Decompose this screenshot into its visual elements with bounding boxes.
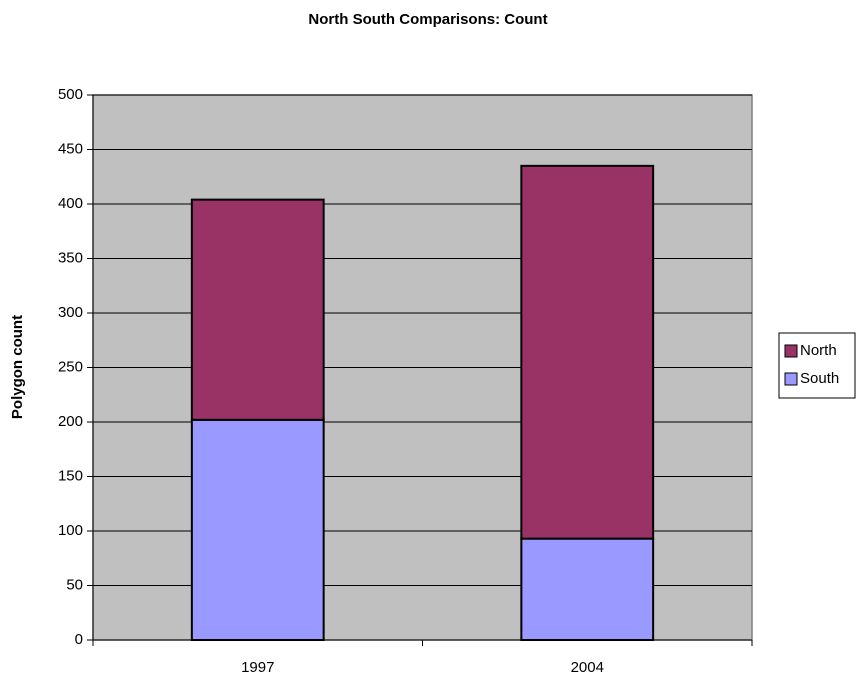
y-axis-label: Polygon count [9, 315, 26, 419]
y-tick-label: 150 [58, 467, 83, 484]
legend-swatch [784, 372, 798, 386]
legend-box [778, 332, 856, 399]
legend-swatch [784, 344, 798, 358]
y-tick-label: 400 [58, 195, 83, 212]
x-tick-label: 1997 [241, 659, 274, 676]
legend-label: North [800, 342, 837, 359]
bar-segment [190, 418, 325, 641]
bar-segment [520, 537, 655, 642]
chart-title: North South Comparisons: Count [308, 11, 547, 28]
bar-segment [520, 164, 655, 540]
legend-label: South [800, 370, 839, 387]
y-tick-label: 300 [58, 304, 83, 321]
y-tick-label: 500 [58, 86, 83, 103]
bar-segment [190, 198, 325, 421]
y-tick-label: 250 [58, 358, 83, 375]
x-tick-label: 2004 [571, 659, 604, 676]
y-tick-label: 50 [66, 576, 83, 593]
y-tick-label: 200 [58, 413, 83, 430]
y-tick-label: 100 [58, 522, 83, 539]
y-tick-label: 0 [75, 631, 83, 648]
y-tick-label: 350 [58, 249, 83, 266]
y-tick-label: 450 [58, 140, 83, 157]
